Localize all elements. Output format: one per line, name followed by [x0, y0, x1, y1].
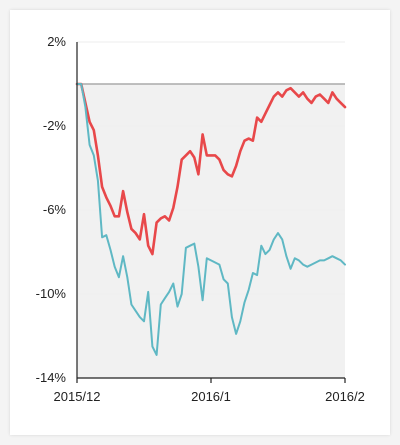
series-line-2	[76, 83, 346, 356]
y-tick-label: -14%	[36, 370, 67, 385]
x-tick-label: 2015/12	[54, 389, 101, 404]
y-tick-label: -2%	[43, 118, 67, 133]
y-tick-label: -6%	[43, 202, 67, 217]
series-group	[75, 82, 347, 356]
plot-shade	[77, 84, 345, 378]
tick-group: 2% -2% -6% -10% -14% 2015/12 2016/1 2016/2	[36, 34, 365, 404]
grid-lines	[77, 41, 345, 379]
y-tick-label: -10%	[36, 286, 67, 301]
y-tick-label: 2%	[47, 34, 66, 49]
x-tick-label: 2016/2	[325, 389, 365, 404]
series-line-1	[75, 82, 347, 256]
x-tick-label: 2016/1	[191, 389, 231, 404]
